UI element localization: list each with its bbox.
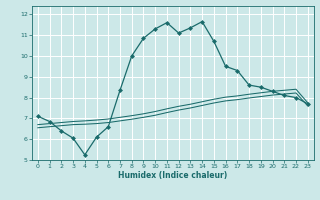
X-axis label: Humidex (Indice chaleur): Humidex (Indice chaleur) — [118, 171, 228, 180]
